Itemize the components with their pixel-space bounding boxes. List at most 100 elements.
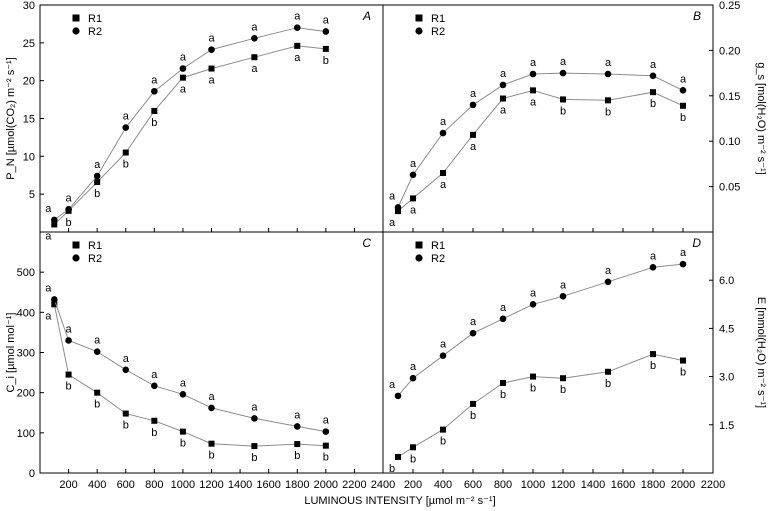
panel-b-ytick-label: 0.15 <box>719 91 740 103</box>
panel-a-series-r2-point <box>322 28 330 35</box>
panel-c-series-r1-sig-label: b <box>251 452 257 464</box>
panel-c-series-r2-point <box>65 337 72 344</box>
panel-a-series-r2-point <box>93 172 101 180</box>
panel-b-ytick-label: 0.05 <box>719 182 740 194</box>
panel-d-series-r1-point <box>410 444 416 451</box>
panel-b-series-r2-point <box>604 70 612 78</box>
panel-b-series-r1-sig-label: b <box>560 105 566 117</box>
panel-b-series-r2-sig-label: a <box>530 57 537 69</box>
panel-d-series-r2-point <box>679 260 687 268</box>
x-tick-label: 1000 <box>171 479 195 491</box>
panel-a-series-r2-sig-label: a <box>151 74 158 86</box>
legend-marker-r2 <box>72 27 80 35</box>
panel-d-series-r2-line <box>397 263 684 397</box>
panel-d-series-r2-point <box>649 264 657 271</box>
panel-d-series-r2-point <box>439 352 447 360</box>
panel-c-series-r1-sig-label: a <box>45 310 52 322</box>
x-tick-label: 1200 <box>551 479 575 491</box>
x-tick-label: 1200 <box>199 479 223 491</box>
panel-c-series-r1-sig-label: b <box>94 399 100 411</box>
legend-label-r2: R2 <box>431 253 445 265</box>
panel-b-series-r1-sig-label: a <box>410 204 417 216</box>
panel-b-series-r1-sig-label: a <box>530 96 537 108</box>
panel-c-series-r2-sig-label: a <box>180 377 187 389</box>
panel-c-series-r2-point <box>322 428 330 435</box>
panel-a-series-r2-point <box>151 87 158 95</box>
panel-b-ytick-label: 0.25 <box>719 0 740 12</box>
panel-d-series-r1-sig-label: b <box>650 360 656 372</box>
x-tick-label: 1600 <box>611 479 635 491</box>
panel-d-series-r1-sig-label: b <box>680 367 686 379</box>
panel-a-series-r1-sig-label: b <box>66 217 72 229</box>
legend-marker-r2 <box>415 27 423 35</box>
panel-d-series-r1-sig-label: b <box>500 389 506 401</box>
panel-c-series-r2-sig-label: a <box>294 409 301 421</box>
panel-c-series-r2-sig-label: a <box>123 353 130 365</box>
panel-d-series-r2-sig-label: a <box>410 361 417 373</box>
panel-c-series-r1-point <box>94 389 101 396</box>
panel-c-series-r1-sig-label: b <box>151 427 157 439</box>
panel-a-series-r1-point <box>294 42 301 49</box>
panel-c-ytick-label: 300 <box>17 348 35 360</box>
panel-a-series-r1-point <box>251 54 258 61</box>
panel-c-series-r1-point <box>179 428 186 435</box>
panel-b-series-r1-point <box>395 208 401 215</box>
panel-c-series-r1-point <box>65 371 72 378</box>
panel-a-series-r1-sig-label: a <box>294 52 301 64</box>
panel-b-series-r1-line <box>397 89 684 212</box>
panel-a-series-r2-sig-label: a <box>251 21 258 33</box>
panel-c-series-r1-point <box>122 410 129 417</box>
panel-d-series-r2-sig-label: a <box>605 265 612 277</box>
panel-a-series-r2-sig-label: a <box>45 203 52 215</box>
x-tick-label: 1800 <box>285 479 309 491</box>
x-tick-label: 2200 <box>701 479 725 491</box>
panel-b-series-r2-sig-label: a <box>650 59 657 71</box>
panel-a-series-r1-sig-label: a <box>45 230 52 242</box>
legend-label-r1: R1 <box>431 240 445 252</box>
panel-a-series-r1-sig-label: b <box>123 159 129 171</box>
legend-marker-r1 <box>72 14 80 22</box>
x-tick-label: 400 <box>88 479 106 491</box>
panel-d-series-r2-point <box>499 315 507 323</box>
panel-d-series-r2-sig-label: a <box>440 339 447 351</box>
panel-a-series-r1-sig-label: a <box>251 63 258 75</box>
x-tick-label: 2000 <box>314 479 338 491</box>
panel-a-series-r1-point <box>51 221 58 228</box>
legend-label-r2: R2 <box>431 26 445 38</box>
panel-b-ytick-label: 0.10 <box>719 136 740 148</box>
x-tick-label: 1400 <box>228 479 252 491</box>
panel-c-series-r2-line <box>53 299 326 433</box>
panel-a-series-r2-sig-label: a <box>66 192 73 204</box>
panel-b-ytick-label: 0.20 <box>719 45 740 57</box>
x-tick-label: 200 <box>404 479 422 491</box>
panel-d-series-r1-point <box>440 426 446 433</box>
panel-a-series-r1-point <box>208 65 215 72</box>
panel-a-ytick-label: 5 <box>29 189 35 201</box>
panel-b-series-r1-sig-label: b <box>605 106 611 118</box>
panel-d-series-r1-sig-label: b <box>530 383 536 395</box>
panel-c-series-r1-line <box>53 304 326 447</box>
panel-d-series-r2-sig-label: a <box>680 247 687 259</box>
panel-b-series-r2-point <box>649 72 657 80</box>
panel-b-series-r1-point <box>560 96 566 103</box>
panel-c-series-r1-point <box>51 301 58 308</box>
panel-d-series-r1-point <box>560 375 566 382</box>
panel-a-series-r1-sig-label: a <box>208 75 215 87</box>
panel-d-series-r1-sig-label: b <box>470 410 476 422</box>
legend-marker-r2 <box>72 254 80 262</box>
panel-b-series-r1-sig-label: b <box>650 98 656 110</box>
panel-c-ytick-label: 0 <box>29 468 35 480</box>
panel-c-series-r1-sig-label: b <box>123 420 129 432</box>
panel-c-series-r1-sig-label: b <box>208 450 214 462</box>
panel-c-y-axis-label: C_i [µmol mol⁻¹] <box>5 313 17 393</box>
x-tick-label: 1400 <box>581 479 605 491</box>
panel-d-series-r2-point <box>394 392 402 400</box>
panel-a-series-r2-point <box>65 206 72 213</box>
panel-b-frame <box>382 4 714 233</box>
panel-b-series-r2-sig-label: a <box>440 116 447 128</box>
panel-b-series-r2-sig-label: a <box>389 190 396 202</box>
panel-b-series-r2-sig-label: a <box>605 57 612 69</box>
panel-a-series-r2-point <box>50 216 58 224</box>
panel-d-series-r2-point <box>559 292 567 300</box>
panel-a-series-r2-sig-label: a <box>123 111 130 123</box>
